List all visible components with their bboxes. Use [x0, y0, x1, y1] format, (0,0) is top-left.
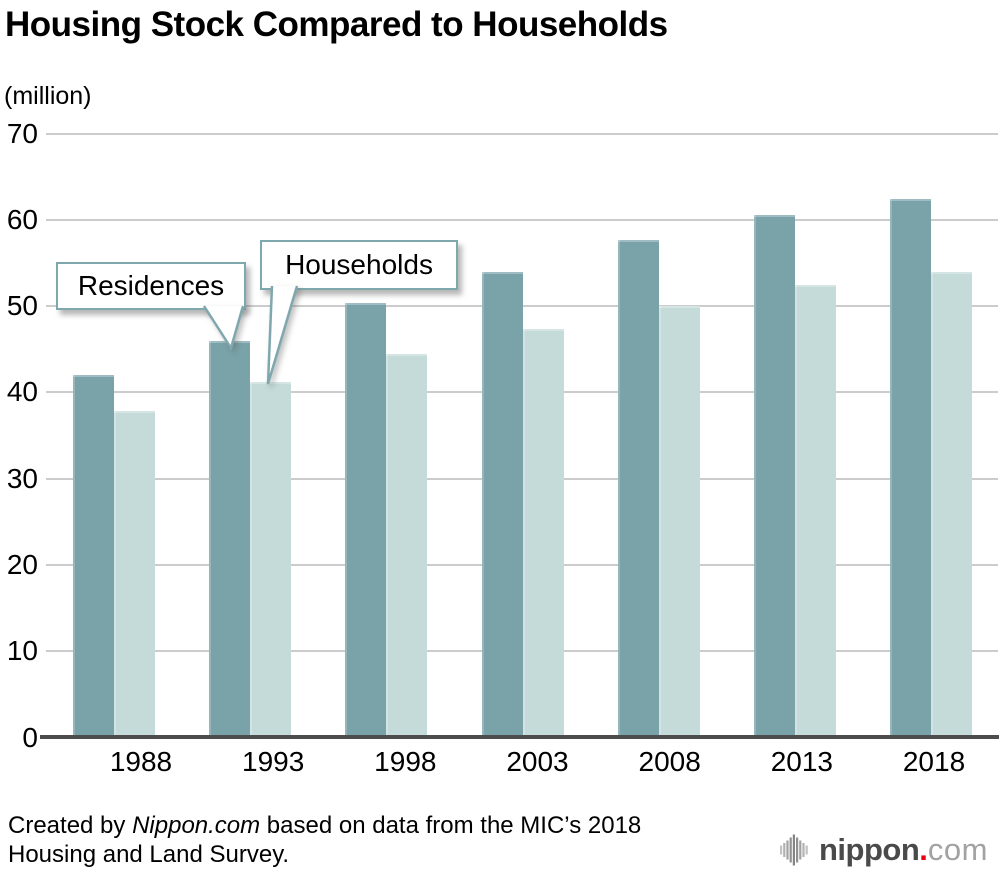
bar-residences-2018 — [890, 199, 932, 738]
source-note-site: Nippon.com — [132, 812, 261, 839]
bar-households-2013 — [795, 284, 836, 738]
logo-red-dot: . — [919, 832, 928, 867]
bar-households-2018 — [931, 271, 973, 738]
y-axis-label-10: 10 — [6, 635, 38, 667]
x-axis-label-2003: 2003 — [506, 746, 569, 777]
logo-tld-text: com — [927, 832, 988, 867]
bar-residences-1998 — [345, 303, 387, 738]
source-note: Created by Nippon.com based on data from… — [8, 811, 641, 869]
x-axis-label-2008: 2008 — [638, 746, 701, 777]
x-axis-label-1998: 1998 — [374, 746, 437, 777]
bar-residences-2013 — [754, 214, 795, 738]
legend-callout-residences-label: Residences — [77, 270, 225, 301]
source-note-line1-rest: based on data from the MIC’s 2018 — [260, 812, 642, 839]
bar-residences-2008 — [617, 240, 659, 738]
bar-households-2003 — [522, 329, 564, 738]
y-axis-label-60: 60 — [6, 203, 38, 235]
y-axis-label-20: 20 — [6, 548, 38, 580]
source-note-line2: Housing and Land Survey. — [8, 841, 290, 868]
nippon-com-logo: nippon. com — [780, 831, 988, 869]
gridline-60 — [46, 218, 998, 221]
x-axis-line — [40, 735, 999, 739]
x-axis-label-2018: 2018 — [902, 746, 966, 777]
y-axis-label-40: 40 — [6, 376, 38, 408]
bar-households-1988 — [114, 411, 155, 738]
logo-brand-text: nippon — [819, 832, 920, 867]
page-title: Housing Stock Compared to Households — [5, 5, 668, 44]
source-note-prefix: Created by — [8, 812, 133, 839]
y-axis-label-30: 30 — [6, 462, 38, 494]
x-axis-label-1988: 1988 — [109, 746, 173, 777]
bar-households-1998 — [386, 354, 428, 738]
y-axis-unit-label: (million) — [4, 82, 92, 110]
x-axis-label-2013: 2013 — [770, 746, 833, 777]
legend-callout-households-label: Households — [285, 249, 433, 280]
y-axis-label-70: 70 — [6, 117, 38, 149]
legend-callout-residences: Residences — [56, 262, 246, 310]
bar-households-1993 — [250, 382, 292, 738]
bar-residences-2003 — [481, 272, 523, 738]
bar-residences-1993 — [209, 341, 251, 738]
soundwave-icon — [780, 834, 808, 866]
y-axis-label-50: 50 — [6, 290, 38, 322]
y-axis-label-0: 0 — [22, 721, 38, 753]
bar-residences-1988 — [73, 375, 114, 738]
bar-households-2008 — [658, 306, 700, 738]
legend-callout-households: Households — [260, 240, 458, 290]
gridline-70 — [46, 132, 998, 135]
x-axis-label-1993: 1993 — [242, 746, 305, 777]
